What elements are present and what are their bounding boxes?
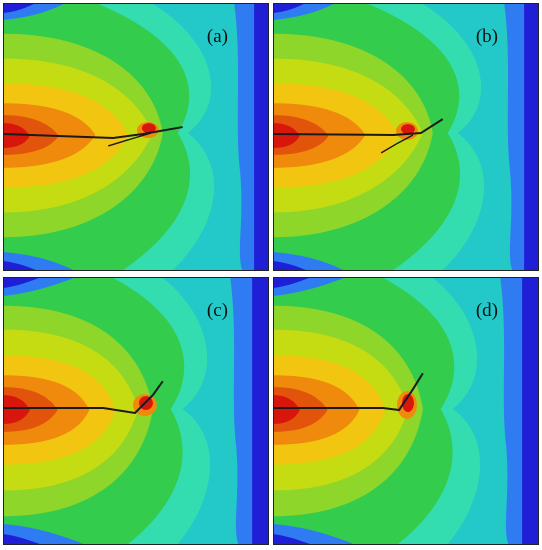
contour-plot-b	[274, 4, 538, 270]
contour-plot-d	[274, 278, 538, 544]
contour-panel-b: (b)	[273, 3, 539, 271]
panel-label-d: (d)	[475, 300, 498, 321]
panel-label-b: (b)	[475, 26, 498, 47]
panel-label-c: (c)	[206, 300, 228, 321]
contour-plot-c	[4, 278, 268, 544]
contour-panel-c: (c)	[3, 277, 269, 545]
panel-label-a: (a)	[206, 26, 228, 47]
contour-plot-a	[4, 4, 268, 270]
contour-panel-a: (a)	[3, 3, 269, 271]
contour-panel-d: (d)	[273, 277, 539, 545]
